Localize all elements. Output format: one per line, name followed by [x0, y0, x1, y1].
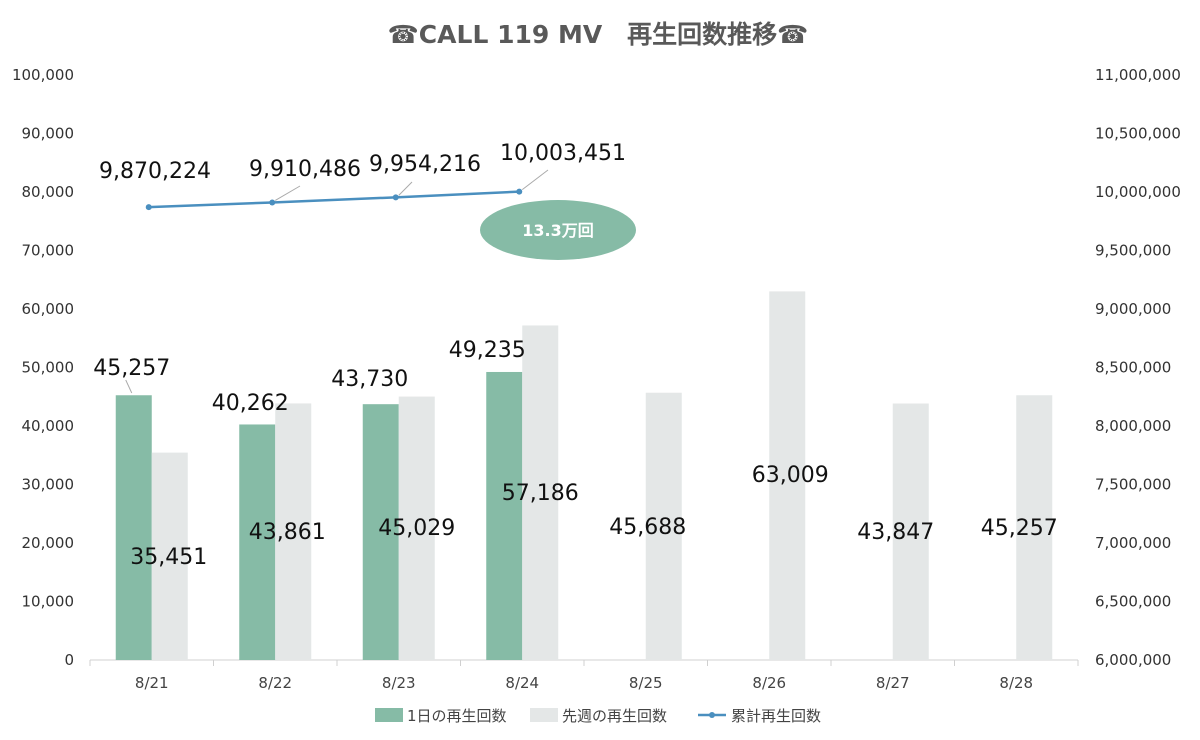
y-left-tick-label: 40,000 — [22, 417, 75, 435]
bar-prev-week — [275, 403, 312, 660]
y-left-tick-label: 90,000 — [22, 125, 75, 143]
label-leader-line — [274, 185, 301, 201]
bar-prev-week — [398, 396, 435, 660]
bar-daily — [486, 371, 523, 660]
daily-data-label: 43,730 — [331, 367, 408, 392]
label-leader-line — [521, 169, 549, 190]
x-tick-label: 8/27 — [876, 674, 910, 692]
y-left-tick-label: 80,000 — [22, 183, 75, 201]
bar-prev-week — [151, 452, 188, 660]
prev-week-data-label: 57,186 — [502, 481, 579, 506]
annotation-badge — [480, 200, 636, 260]
x-tick-label: 8/26 — [752, 674, 786, 692]
cumulative-data-label: 10,003,451 — [500, 141, 626, 166]
bar-prev-week — [769, 291, 806, 660]
prev-week-data-label: 45,029 — [378, 516, 455, 541]
legend-label-prev-week: 先週の再生回数 — [562, 707, 667, 725]
y-right-tick-label: 9,000,000 — [1095, 300, 1171, 318]
x-tick-label: 8/22 — [258, 674, 292, 692]
bar-daily — [115, 395, 152, 660]
x-tick-label: 8/24 — [505, 674, 539, 692]
cumulative-data-label: 9,954,216 — [369, 152, 481, 177]
daily-data-label: 45,257 — [93, 356, 170, 381]
bar-prev-week — [892, 403, 929, 660]
prev-week-data-label: 43,861 — [249, 520, 326, 545]
y-left-tick-label: 100,000 — [12, 66, 74, 84]
cumulative-point — [145, 204, 152, 211]
label-leader-line — [398, 181, 413, 196]
x-tick-label: 8/28 — [999, 674, 1033, 692]
prev-week-data-label: 43,847 — [857, 520, 934, 545]
x-tick-label: 8/25 — [629, 674, 663, 692]
y-right-tick-label: 7,500,000 — [1095, 476, 1171, 494]
cumulative-point — [269, 199, 276, 206]
prev-week-data-label: 35,451 — [130, 545, 207, 570]
y-left-tick-label: 0 — [64, 651, 74, 669]
cumulative-point — [516, 188, 523, 195]
y-right-tick-label: 7,000,000 — [1095, 534, 1171, 552]
bar-prev-week — [645, 392, 682, 660]
cumulative-data-label: 9,910,486 — [249, 157, 361, 182]
cumulative-line — [148, 190, 520, 209]
y-right-tick-label: 11,000,000 — [1095, 66, 1181, 84]
y-right-tick-label: 6,000,000 — [1095, 651, 1171, 669]
annotation-text: 13.3万回 — [522, 221, 593, 240]
cumulative-data-label: 9,870,224 — [99, 159, 211, 184]
x-tick-label: 8/23 — [382, 674, 416, 692]
prev-week-data-label: 63,009 — [752, 463, 829, 488]
bar-prev-week — [522, 325, 559, 660]
y-right-tick-label: 10,500,000 — [1095, 125, 1181, 143]
legend-swatch-prev-week — [530, 708, 558, 722]
prev-week-data-label: 45,257 — [981, 516, 1058, 541]
legend-label-daily: 1日の再生回数 — [407, 707, 507, 725]
y-right-tick-label: 6,500,000 — [1095, 593, 1171, 611]
y-right-tick-label: 8,000,000 — [1095, 417, 1171, 435]
daily-data-label: 40,262 — [212, 391, 289, 416]
label-leader-line — [125, 379, 133, 394]
y-left-tick-label: 70,000 — [22, 242, 75, 260]
y-right-tick-label: 10,000,000 — [1095, 183, 1181, 201]
bar-prev-week — [1016, 395, 1053, 660]
bar-daily — [239, 424, 276, 660]
legend-label-cumulative: 累計再生回数 — [731, 707, 821, 725]
x-tick-label: 8/21 — [135, 674, 169, 692]
y-left-tick-label: 50,000 — [22, 359, 75, 377]
cumulative-point — [392, 194, 399, 201]
y-left-tick-label: 60,000 — [22, 300, 75, 318]
chart-title: ☎CALL 119 MV 再生回数推移☎ — [388, 20, 809, 49]
daily-data-label: 49,235 — [449, 338, 526, 363]
y-left-tick-label: 20,000 — [22, 534, 75, 552]
y-left-tick-label: 10,000 — [22, 593, 75, 611]
y-right-tick-label: 8,500,000 — [1095, 359, 1171, 377]
legend-swatch-cumulative-point — [709, 712, 715, 718]
bar-daily — [362, 404, 399, 660]
prev-week-data-label: 45,688 — [609, 515, 686, 540]
y-left-tick-label: 30,000 — [22, 476, 75, 494]
y-right-tick-label: 9,500,000 — [1095, 242, 1171, 260]
legend-swatch-daily — [375, 708, 403, 722]
